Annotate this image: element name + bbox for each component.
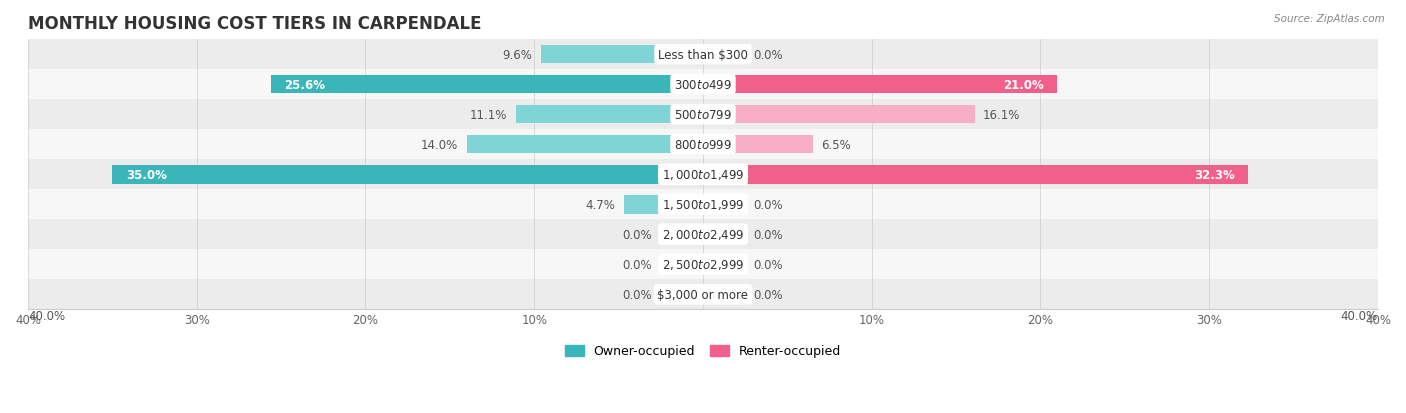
Bar (703, 255, 745, 274)
Bar (703, 135, 813, 154)
Text: 9.6%: 9.6% (503, 48, 533, 62)
Text: 6.5%: 6.5% (821, 138, 851, 151)
Text: $3,000 or more: $3,000 or more (658, 288, 748, 301)
Text: 14.0%: 14.0% (420, 138, 458, 151)
Bar (112, 166, 703, 184)
Text: 40.0%: 40.0% (1341, 309, 1378, 323)
Text: 25.6%: 25.6% (284, 78, 326, 91)
Bar (516, 106, 703, 124)
Text: 0.0%: 0.0% (754, 198, 783, 211)
Text: 0.0%: 0.0% (623, 258, 652, 271)
Bar (703, 195, 745, 214)
Text: 0.0%: 0.0% (754, 288, 783, 301)
Bar (703, 225, 745, 244)
Text: $1,500 to $1,999: $1,500 to $1,999 (662, 198, 744, 212)
Bar (703, 76, 1057, 94)
Bar (28, 130, 1378, 160)
Bar (624, 195, 703, 214)
Text: $2,000 to $2,499: $2,000 to $2,499 (662, 228, 744, 242)
Bar (28, 100, 1378, 130)
Bar (28, 220, 1378, 249)
Bar (28, 190, 1378, 220)
Text: Less than $300: Less than $300 (658, 48, 748, 62)
Text: 40.0%: 40.0% (28, 309, 65, 323)
Bar (271, 76, 703, 94)
Text: 32.3%: 32.3% (1194, 168, 1234, 181)
Text: $800 to $999: $800 to $999 (673, 138, 733, 151)
Bar (703, 285, 745, 304)
Text: 0.0%: 0.0% (754, 258, 783, 271)
Bar (28, 40, 1378, 70)
Text: 0.0%: 0.0% (623, 228, 652, 241)
Bar (28, 280, 1378, 309)
Bar (703, 166, 1249, 184)
Text: 4.7%: 4.7% (585, 198, 616, 211)
Bar (28, 249, 1378, 280)
Legend: Owner-occupied, Renter-occupied: Owner-occupied, Renter-occupied (560, 339, 846, 363)
Text: 21.0%: 21.0% (1002, 78, 1043, 91)
Text: $2,500 to $2,999: $2,500 to $2,999 (662, 258, 744, 272)
Text: Source: ZipAtlas.com: Source: ZipAtlas.com (1274, 14, 1385, 24)
Text: 0.0%: 0.0% (754, 228, 783, 241)
Text: 35.0%: 35.0% (127, 168, 167, 181)
Bar (541, 46, 703, 64)
Bar (28, 160, 1378, 190)
Bar (467, 135, 703, 154)
Bar (661, 285, 703, 304)
Bar (703, 46, 745, 64)
Text: 16.1%: 16.1% (983, 108, 1021, 121)
Text: $300 to $499: $300 to $499 (673, 78, 733, 91)
Bar (28, 70, 1378, 100)
Text: 11.1%: 11.1% (470, 108, 508, 121)
Bar (661, 225, 703, 244)
Text: 0.0%: 0.0% (623, 288, 652, 301)
Bar (703, 106, 974, 124)
Text: MONTHLY HOUSING COST TIERS IN CARPENDALE: MONTHLY HOUSING COST TIERS IN CARPENDALE (28, 15, 481, 33)
Text: $1,000 to $1,499: $1,000 to $1,499 (662, 168, 744, 182)
Bar (661, 255, 703, 274)
Text: 0.0%: 0.0% (754, 48, 783, 62)
Text: $500 to $799: $500 to $799 (673, 108, 733, 121)
